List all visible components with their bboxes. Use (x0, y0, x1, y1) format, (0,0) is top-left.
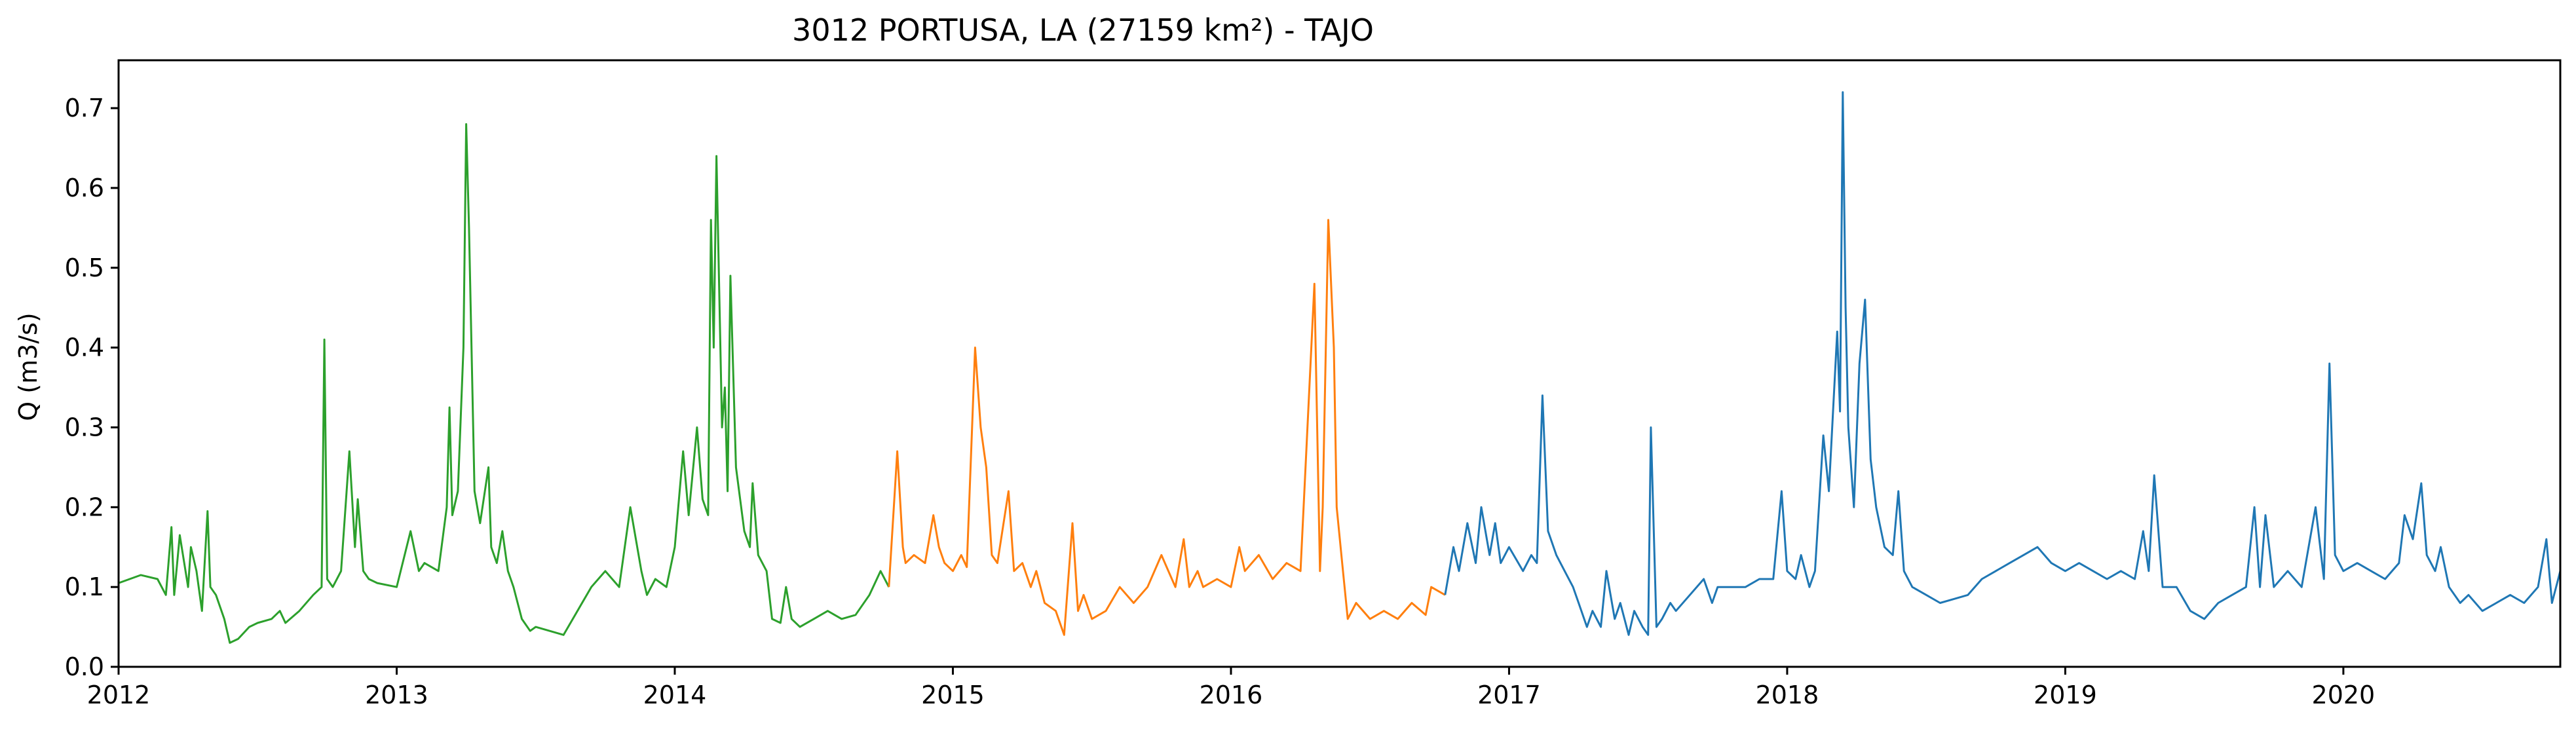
x-tick-label: 2020 (2312, 681, 2376, 709)
y-tick-label: 0.3 (65, 413, 104, 441)
series-line-1 (118, 123, 890, 644)
axis-layer: 2012 2013 2014 2015 2016 2017 2018 2019 2020 0.0 0… (65, 94, 2376, 709)
y-tick-label: 0.6 (65, 174, 104, 202)
x-tick-label: 2019 (2034, 681, 2097, 709)
series-line-2 (888, 219, 1446, 636)
x-tick-label: 2013 (365, 681, 428, 709)
x-tick-label: 2017 (1477, 681, 1541, 709)
series-line-3 (1444, 91, 2562, 636)
y-tick-label: 0.5 (65, 253, 104, 282)
y-tick-label: 0.2 (65, 493, 104, 521)
x-tick-label: 2012 (87, 681, 151, 709)
y-tick-label: 0.7 (65, 94, 104, 122)
y-tick-label: 0.4 (65, 333, 104, 362)
y-tick-label: 0.1 (65, 572, 104, 601)
x-tick-label: 2015 (921, 681, 985, 709)
plot-frame (117, 59, 2562, 668)
series-layer (118, 91, 2562, 644)
chart-title: 3012 PORTUSA, LA (27159 km²) - TAJO (792, 12, 1374, 48)
x-tick-label: 2014 (643, 681, 707, 709)
x-tick-label: 2018 (1756, 681, 1819, 709)
y-axis-label: Q (m3/s) (14, 312, 43, 421)
y-tick-label: 0.0 (65, 652, 104, 681)
x-tick-label: 2016 (1200, 681, 1263, 709)
